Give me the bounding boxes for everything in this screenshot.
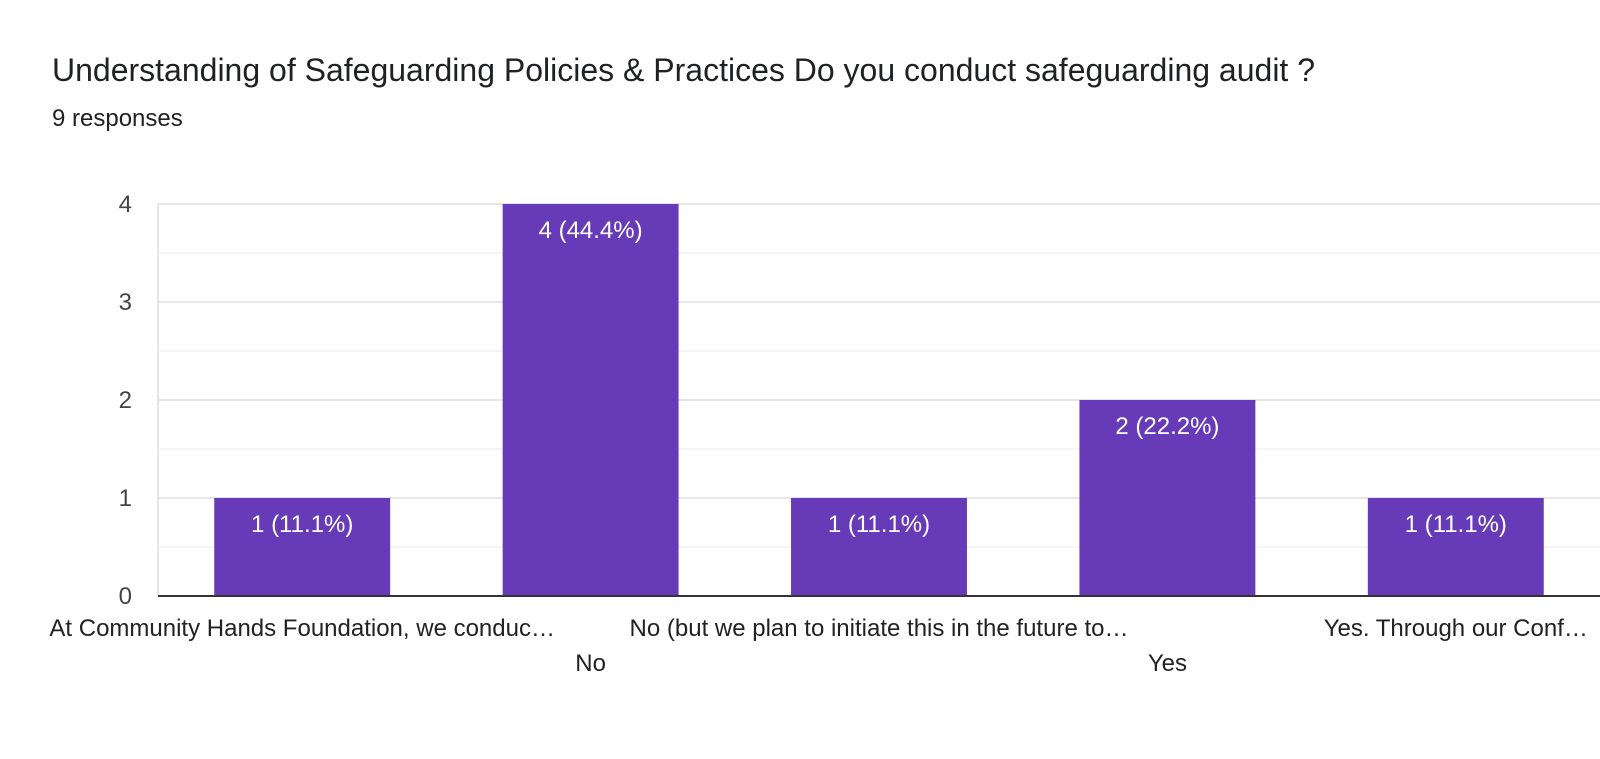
data-label: 4 (44.4%) bbox=[539, 217, 643, 244]
bar bbox=[214, 498, 391, 596]
response-count: 9 responses bbox=[52, 105, 183, 132]
y-tick-label: 0 bbox=[119, 583, 132, 610]
x-category-label: Yes. Through our Conf… bbox=[1324, 615, 1588, 642]
data-label: 2 (22.2%) bbox=[1115, 413, 1219, 440]
chart-title: Understanding of Safeguarding Policies &… bbox=[52, 52, 1315, 88]
x-category-label: At Community Hands Foundation, we conduc… bbox=[49, 615, 555, 642]
data-label: 1 (11.1%) bbox=[1405, 511, 1507, 538]
x-category-label: Yes bbox=[1148, 650, 1187, 677]
y-tick-label: 1 bbox=[119, 485, 132, 512]
y-tick-label: 2 bbox=[119, 387, 132, 414]
x-category-label: No (but we plan to initiate this in the … bbox=[630, 615, 1129, 642]
bar bbox=[502, 204, 679, 596]
x-category-label: No bbox=[575, 650, 606, 677]
y-tick-label: 4 bbox=[119, 191, 132, 218]
bar bbox=[1367, 498, 1544, 596]
data-label: 1 (11.1%) bbox=[251, 511, 353, 538]
bar bbox=[791, 498, 967, 596]
data-label: 1 (11.1%) bbox=[828, 511, 930, 538]
y-tick-label: 3 bbox=[119, 289, 132, 316]
bar bbox=[1079, 400, 1256, 596]
